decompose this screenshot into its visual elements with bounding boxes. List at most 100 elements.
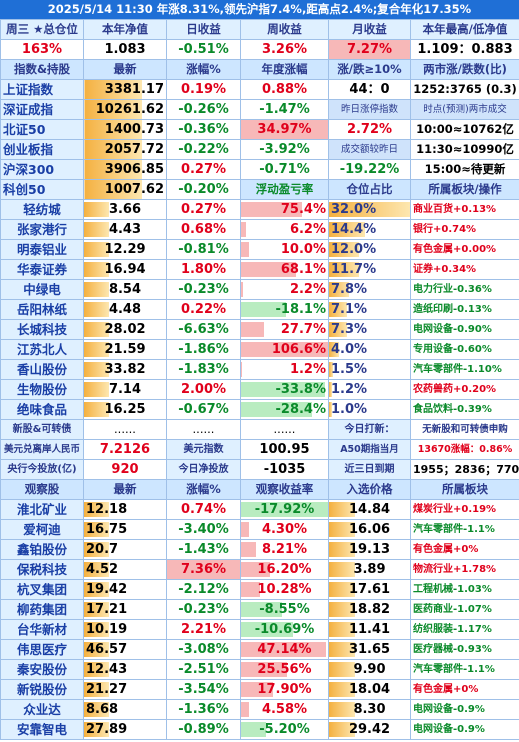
watch-price-bar [84, 642, 109, 657]
watch-sector: 电网设备-0.9% [410, 699, 519, 720]
holding-weight-text: 1.0% [331, 402, 368, 417]
summary-value-0: 163% [0, 39, 84, 60]
watch-row: 台华新材 10.19 2.21% -10.69% 11.41 纺织服装-1.17% [0, 619, 519, 640]
watch-change-text: -0.23% [178, 602, 229, 617]
watch-return: 8.21% [240, 539, 329, 560]
watch-name: 伟思医疗 [0, 639, 84, 660]
watch-name: 杭叉集团 [0, 579, 84, 600]
summary-header-1-text: 本年净值 [102, 22, 148, 36]
watch-price-bar [84, 542, 109, 557]
holding-change-text: -0.23% [178, 282, 229, 297]
watch-sector-text: 医疗器械-0.93% [413, 644, 492, 655]
watch-name: 保税科技 [0, 559, 84, 580]
holding-row: 绝味食品 16.25 -0.67% -28.4% 1.0% 食品饮料-0.39% [0, 399, 519, 420]
index-price-text: 1400.73 [104, 122, 164, 137]
fx-label: 美元兑离岸人民币 [0, 439, 84, 460]
holding-row: 华泰证券 16.94 1.80% 68.1% 11.7% 证券+0.34% [0, 259, 519, 280]
watch-sector-text: 电网设备-0.9% [413, 724, 485, 735]
index-change: -0.26% [166, 99, 241, 120]
watch-sector-text: 有色金属+0% [413, 544, 479, 555]
watch-name-text: 爱柯迪 [23, 522, 61, 537]
holding-change-text: 0.22% [180, 302, 227, 317]
watch-return: 10.28% [240, 579, 329, 600]
holding-price: 28.02 [83, 319, 167, 340]
holding-price: 16.94 [83, 259, 167, 280]
holding-name-text: 生物股份 [16, 382, 67, 397]
watch-return-bar [241, 542, 256, 557]
watch-name-text: 淮北矿业 [16, 502, 67, 517]
holding-weight: 4.0% [328, 339, 411, 360]
watch-name: 柳药集团 [0, 599, 84, 620]
index-price: 10261.62 [83, 99, 167, 120]
watch-row: 众业达 8.68 -1.36% 4.58% 8.30 电网设备-0.9% [0, 699, 519, 720]
index-ytd-text: 34.97% [257, 122, 312, 137]
watch-change: -3.40% [166, 519, 241, 540]
watch-name: 淮北矿业 [0, 499, 84, 520]
index-price: 1007.62 [83, 179, 167, 200]
index-name: 创业板指 [0, 139, 84, 160]
new-stock-dots-3-text: ...... [273, 422, 296, 436]
holding-pnl-text: 2.2% [289, 282, 326, 297]
holding-price-bar [84, 242, 109, 257]
index-row: 北证50 1400.73 -0.36% 34.97% 2.72% 10:00≈10762亿 [0, 119, 519, 140]
watch-entry-text: 9.90 [353, 662, 386, 677]
summary-value-4-text: 7.27% [346, 42, 393, 57]
index-change: -0.36% [166, 119, 241, 140]
watch-price-text: 46.57 [86, 642, 128, 657]
index-c5: 成交额较昨日 [328, 139, 411, 160]
watch-row: 安靠智电 27.89 -0.89% -5.20% 29.42 电网设备-0.9% [0, 719, 519, 740]
holding-price-text: 16.94 [104, 262, 146, 277]
index-price-text: 3906.85 [104, 162, 164, 177]
index-price-text: 3381.17 [104, 82, 164, 97]
index-name-text: 科创50 [3, 182, 46, 197]
new-stock-dots-2-text: ...... [192, 422, 215, 436]
new-stock-label: 新股&可转债 [0, 419, 84, 440]
holding-pnl-text: -33.8% [275, 382, 327, 397]
holding-price: 16.25 [83, 399, 167, 420]
net-injection-value: -1035 [240, 459, 329, 480]
watch-entry: 18.04 [328, 679, 411, 700]
holding-price-bar [84, 342, 109, 357]
pnl-header: 浮动盈亏率 [240, 179, 329, 200]
watch-name: 安靠智电 [0, 719, 84, 740]
watch-header-2-text: 涨幅% [186, 482, 221, 496]
watch-price-text: 12.18 [86, 502, 128, 517]
watch-name-text: 伟思医疗 [16, 642, 67, 657]
index-name: 沪深300 [0, 159, 84, 180]
watch-change-text: -2.12% [178, 582, 229, 597]
holding-weight-bar [329, 282, 349, 297]
holding-pnl: -28.4% [240, 399, 329, 420]
watch-return-text: -8.55% [259, 602, 310, 617]
pboc-label: 央行今投放(亿) [0, 459, 84, 480]
index-price: 3381.17 [83, 79, 167, 100]
watch-entry: 19.13 [328, 539, 411, 560]
watch-price-bar [84, 562, 109, 577]
holding-pnl-text: 10.0% [280, 242, 326, 257]
summary-value-row: 163% 1.083 -0.51% 3.26% 7.27% 1.109：0.883 [0, 39, 519, 60]
watch-return-text: 25.56% [257, 662, 312, 677]
new-stock-row: 新股&可转债.................. 今日打新： 无新股和可转债申购 [0, 419, 519, 440]
holding-sector: 汽车零部件-1.10% [410, 359, 519, 380]
watch-name-text: 柳药集团 [16, 602, 67, 617]
index-row: 深证成指 10261.62 -0.26% -1.47% 昨日涨停指数 时点(预测)两市成交 [0, 99, 519, 120]
holding-change: 0.27% [166, 199, 241, 220]
holding-weight-text: 7.8% [331, 282, 368, 297]
watch-return-bar [241, 682, 274, 697]
index-price: 1400.73 [83, 119, 167, 140]
watch-price-bar [84, 722, 109, 737]
holding-sector: 有色金属+0.00% [410, 239, 519, 260]
weight-header-text: 仓位占比 [346, 182, 393, 196]
holding-name-text: 中绿电 [23, 282, 61, 297]
watch-price-text: 17.21 [86, 602, 128, 617]
holding-weight-bar [329, 202, 410, 217]
summary-header-4-text: 月收益 [352, 22, 387, 36]
watch-return-text: 4.58% [261, 702, 308, 717]
watch-name: 台华新材 [0, 619, 84, 640]
watch-price-text: 12.43 [86, 662, 128, 677]
holding-price: 8.54 [83, 279, 167, 300]
holding-price-text: 8.54 [108, 282, 142, 297]
summary-header-2: 日收益 [166, 19, 241, 40]
watch-price-text: 27.89 [86, 722, 128, 737]
index-change: 0.19% [166, 79, 241, 100]
index-ytd-text: -0.71% [259, 162, 310, 177]
